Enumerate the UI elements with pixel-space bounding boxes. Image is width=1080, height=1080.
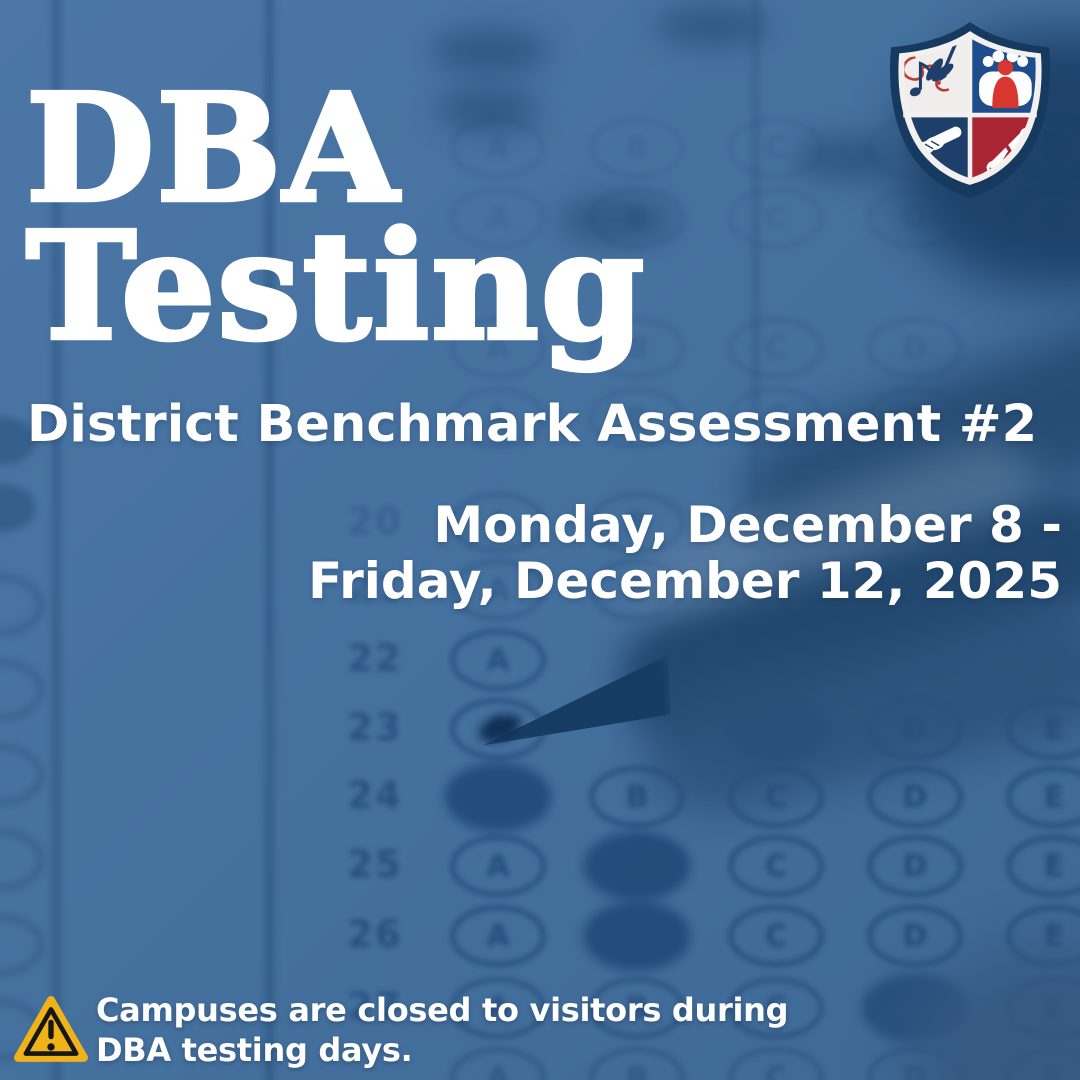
title-line-2: Testing: [24, 198, 647, 373]
sheet-question-number: 24: [347, 774, 403, 817]
sheet-edge-bubble: [0, 574, 44, 636]
sheet-bubble: A: [450, 317, 546, 379]
music-art-icon: [902, 43, 957, 97]
sheet-bubble: A: [450, 117, 546, 179]
sheet-edge-bubble: [0, 999, 44, 1061]
sheet-question-number: 22: [347, 637, 403, 680]
title-line-1: DBA: [24, 61, 401, 235]
sheet-bubble: C: [728, 1047, 824, 1080]
sheet-bubble: A: [450, 977, 546, 1039]
people-group-icon: [979, 50, 1032, 108]
crest-divider-cross: [903, 36, 1037, 180]
sheet-column-line: [266, 0, 273, 1080]
sheet-bubble: B: [589, 1047, 685, 1080]
sheet-column-line: [53, 0, 60, 1080]
sheet-question-number: 26: [347, 913, 403, 956]
sheet-bubble: A: [450, 187, 546, 249]
sheet-edge-bubble: [0, 744, 44, 806]
sheet-bubble: B: [589, 977, 685, 1039]
sheet-question-number: 23: [347, 706, 403, 749]
sheet-bubble: C: [728, 117, 824, 179]
sheet-bubble: D: [867, 905, 963, 967]
sheet-bubble: A: [450, 1047, 546, 1080]
sheet-bubble: D: [867, 835, 963, 897]
sheet-bubble: A: [450, 905, 546, 967]
sheet-bubble: C: [728, 317, 824, 379]
sheet-bubble: C: [728, 187, 824, 249]
sheet-bubble: A: [450, 387, 546, 449]
sheet-bubble: C: [728, 835, 824, 897]
sheet-bubble: B: [589, 492, 685, 554]
sheet-bubble: B: [589, 317, 685, 379]
date-line-2: Friday, December 12, 2025: [308, 552, 1062, 610]
sheet-bubble: C: [728, 977, 824, 1039]
sheet-edge-bubble: [0, 829, 44, 891]
sheet-question-number: 25: [347, 843, 403, 886]
test-dates: Monday, December 8 - Friday, December 12,…: [308, 497, 1062, 609]
blurred-mark: [430, 28, 550, 74]
sheet-bubble-filled: [583, 901, 691, 971]
sheet-bubble: E: [1006, 835, 1080, 897]
sheet-bubble: C: [728, 905, 824, 967]
sheet-column-line: [752, 0, 759, 520]
sheet-question-number: 27: [347, 985, 403, 1028]
sheet-edge-bubble: [0, 914, 44, 976]
sheet-bubble: B: [589, 117, 685, 179]
sheet-bubble: A: [450, 835, 546, 897]
sheet-bubble: A: [450, 492, 546, 554]
sheet-question-number: 21: [347, 567, 403, 610]
blurred-mark: [655, 5, 770, 47]
poster-title: DBA Testing: [24, 72, 647, 362]
sheet-bubble-filled: [583, 831, 691, 901]
sheet-bubble: A: [450, 629, 546, 691]
sheet-edge-bubble: [0, 659, 44, 721]
sheet-bubble: A: [450, 559, 546, 621]
sheet-edge-bubble: [0, 484, 36, 532]
poster-subtitle: District Benchmark Assessment #2: [27, 395, 1038, 454]
sheet-bubble: B: [589, 387, 685, 449]
sheet-bubble: D: [867, 317, 963, 379]
school-crest-logo: [889, 21, 1051, 199]
sheet-bubble: B: [589, 187, 685, 249]
sheet-bubble-filled: [444, 762, 552, 832]
sheet-question-number: 20: [347, 500, 403, 543]
sheet-bubble: E: [1006, 766, 1080, 828]
date-line-1: Monday, December 8 -: [433, 496, 1062, 554]
